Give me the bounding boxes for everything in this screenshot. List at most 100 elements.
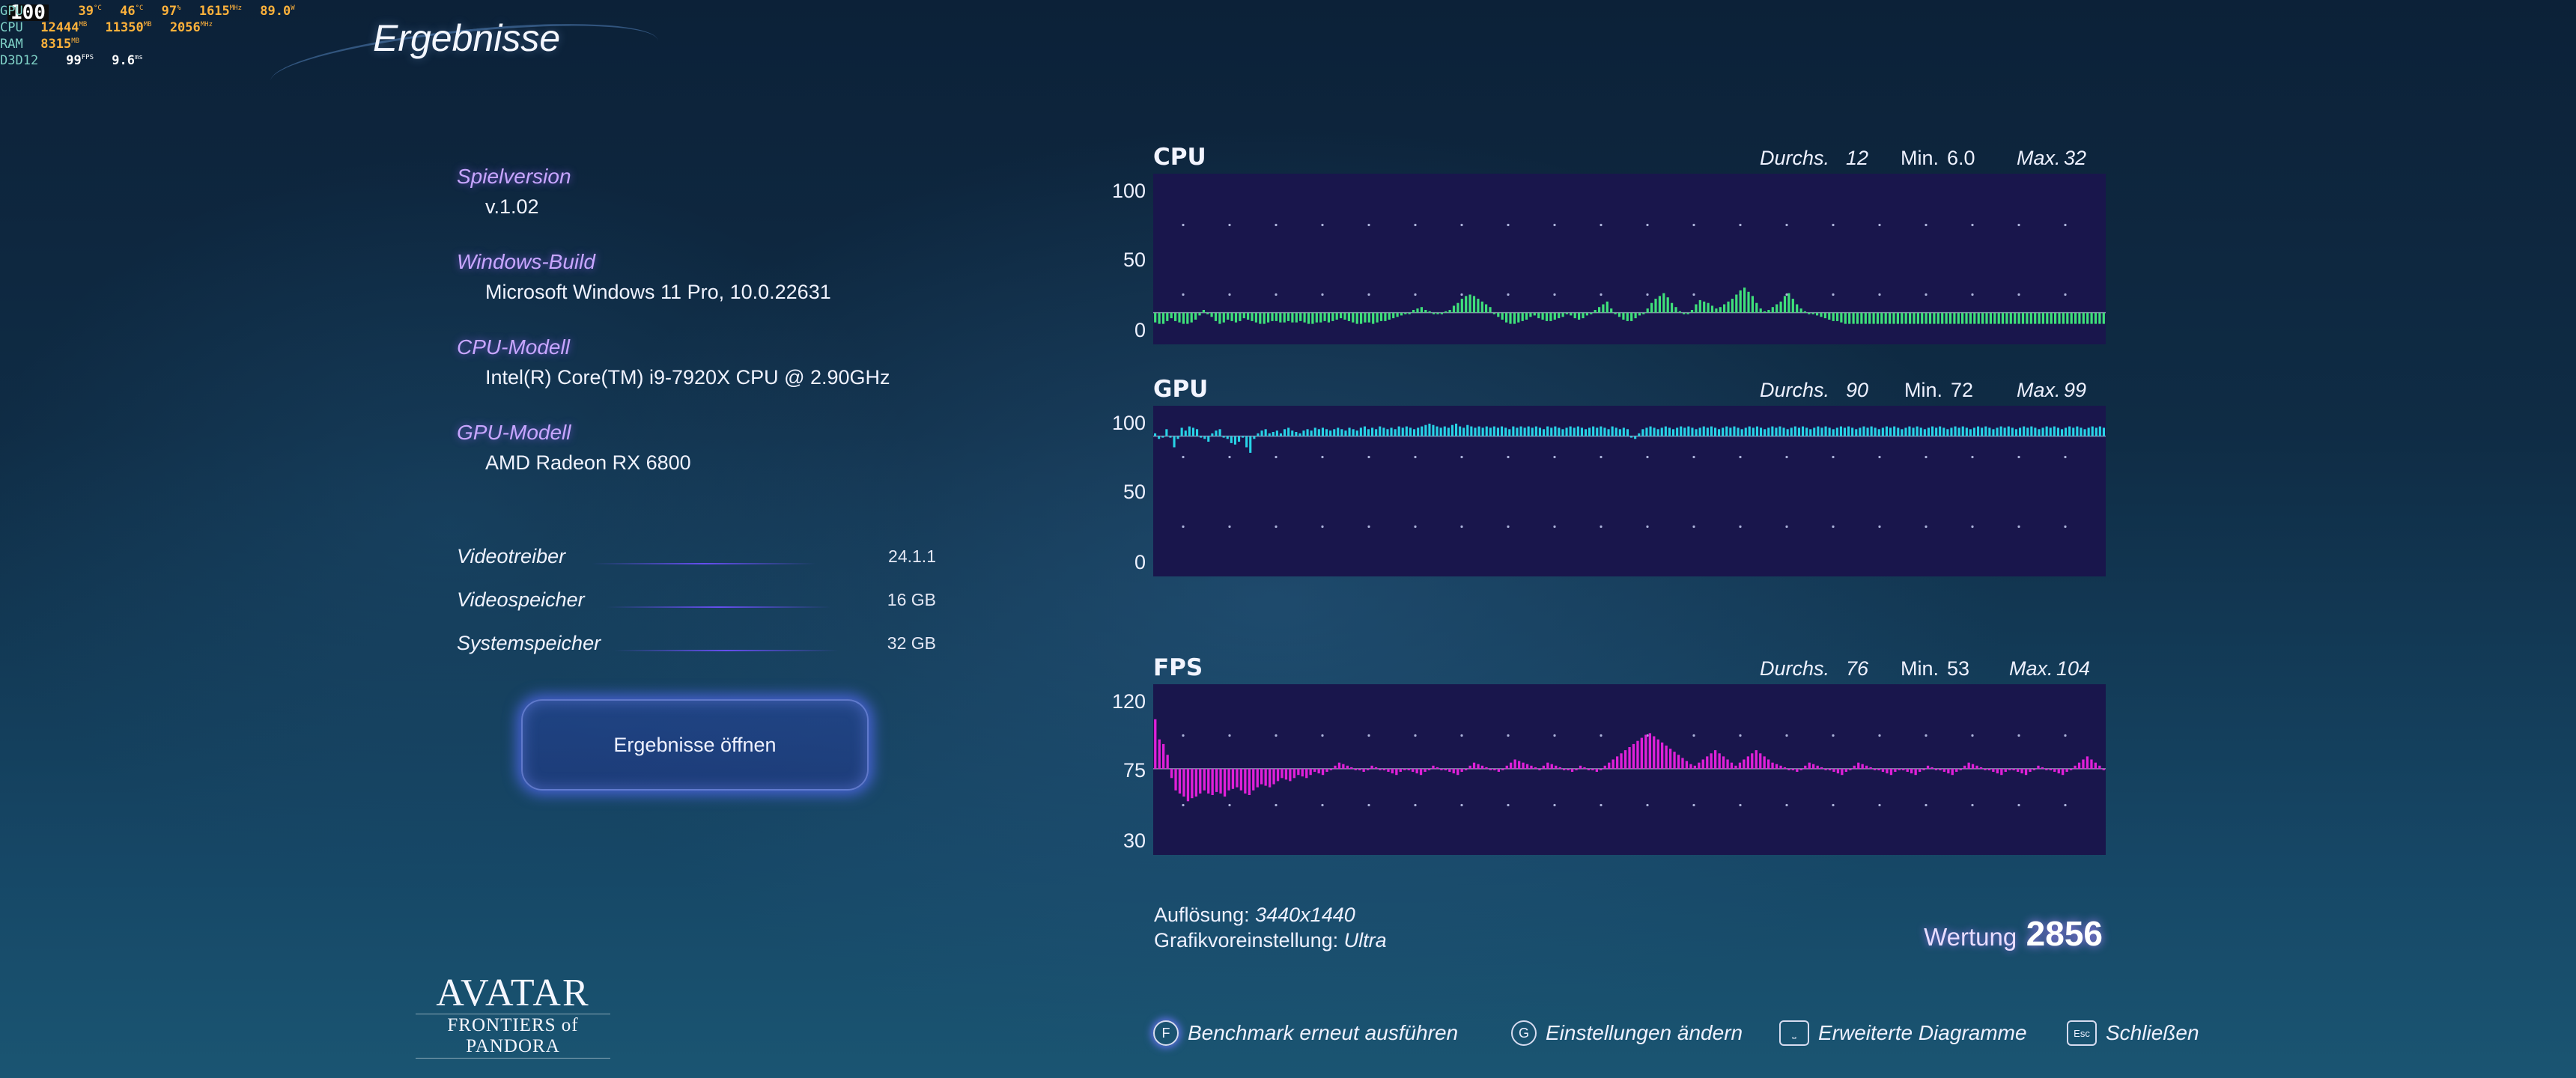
data-bar	[1928, 312, 1932, 324]
data-bar	[1323, 312, 1326, 321]
y-tick-label: 75	[1123, 759, 1146, 782]
data-bar	[1626, 429, 1629, 436]
data-bar	[1988, 427, 1991, 436]
data-bar	[1534, 426, 1537, 436]
data-bar	[1832, 312, 1835, 321]
change-settings-button[interactable]: G Einstellungen ändern	[1511, 1020, 1743, 1046]
data-bar	[1648, 733, 1651, 769]
data-bar	[1926, 765, 1930, 769]
chart-avg-value: 76	[1846, 657, 1869, 680]
data-bar	[1771, 762, 1774, 769]
data-bar	[2074, 312, 2077, 324]
data-bar	[2005, 312, 2008, 324]
data-bar	[1796, 304, 1799, 313]
data-bar	[1570, 768, 1574, 772]
data-bar	[1337, 427, 1340, 436]
y-tick-label: 100	[1111, 180, 1146, 202]
data-bar	[2045, 768, 2048, 770]
data-bar	[1889, 427, 1892, 436]
data-bar	[1908, 426, 1911, 436]
data-bar	[1661, 742, 1664, 769]
data-bar	[1693, 765, 1696, 769]
data-bar	[1644, 734, 1647, 769]
grid-dot	[1971, 525, 1974, 529]
data-bar	[1718, 429, 1721, 436]
data-bar	[1578, 312, 1581, 320]
data-bar	[1683, 427, 1686, 436]
grid-dot	[1321, 455, 1324, 459]
grid-dot	[1600, 223, 1603, 227]
data-bar	[1291, 312, 1294, 323]
data-bar	[1913, 312, 1916, 324]
data-bar	[1352, 429, 1355, 436]
grid-dot	[1739, 455, 1742, 459]
data-bar	[2083, 429, 2086, 436]
data-bar	[1399, 768, 1402, 772]
data-bar	[1681, 758, 1684, 769]
grid-dot	[1878, 525, 1881, 529]
data-bar	[2062, 768, 2065, 776]
data-bar	[1849, 768, 1852, 770]
data-bar	[1591, 768, 1594, 770]
data-bar	[1239, 768, 1242, 791]
data-bar	[1390, 427, 1393, 436]
data-bar	[1778, 426, 1781, 436]
grid-dot	[1367, 803, 1370, 807]
data-bar	[1409, 427, 1412, 436]
grid-dot	[2064, 293, 2067, 296]
rerun-benchmark-button[interactable]: F Benchmark erneut ausführen	[1153, 1020, 1458, 1046]
data-bar	[1901, 429, 1904, 436]
data-bar	[1740, 429, 1743, 436]
data-bar	[1382, 768, 1386, 770]
data-bar	[1508, 429, 1511, 436]
data-bar	[1158, 436, 1161, 439]
grid-dot	[1646, 525, 1649, 529]
data-bar	[1521, 312, 1524, 321]
data-bar	[2000, 768, 2003, 776]
data-bar	[1957, 312, 1960, 324]
grid-dot	[1925, 525, 1928, 529]
open-results-button[interactable]: Ergebnisse öffnen	[521, 699, 869, 791]
advanced-charts-button[interactable]: ⎵ Erweiterte Diagramme	[1779, 1020, 2027, 1046]
data-bar	[2098, 765, 2101, 769]
data-bar	[1824, 768, 1827, 770]
data-bar	[2034, 427, 2037, 436]
data-bar	[1961, 312, 1964, 324]
data-bar	[1674, 307, 1677, 313]
data-bar	[1645, 427, 1648, 436]
data-bar	[1440, 312, 1443, 314]
grid-dot	[1971, 803, 1974, 807]
grid-dot	[1739, 734, 1742, 737]
grid-dot	[1553, 455, 1556, 459]
chart-avg-label: Durchs.	[1760, 657, 1830, 680]
data-bar	[1853, 765, 1856, 769]
data-bar	[1436, 767, 1439, 769]
data-bar	[1303, 312, 1306, 323]
data-bar	[1598, 307, 1601, 313]
data-bar	[1816, 312, 1819, 316]
data-bar	[1173, 436, 1176, 448]
action-label: Erweiterte Diagramme	[1818, 1021, 2027, 1044]
grid-dot	[1275, 293, 1278, 296]
data-bar	[1783, 767, 1787, 769]
data-bar	[1450, 424, 1453, 436]
osd-row-ram: RAM 8315MB	[0, 36, 80, 52]
data-bar	[1640, 737, 1643, 769]
data-bar	[1542, 765, 1545, 769]
data-bar	[1868, 312, 1871, 324]
data-bar	[2026, 312, 2029, 324]
data-bar	[1561, 312, 1564, 317]
data-bar	[1306, 429, 1309, 436]
close-button[interactable]: Esc Schließen	[2067, 1020, 2199, 1046]
resolution-line: Auflösung: 3440x1440	[1154, 902, 1387, 928]
data-bar	[1841, 768, 1844, 776]
data-bar	[2045, 426, 2048, 436]
data-bar	[1973, 312, 1976, 324]
game-version-label: Spielversion	[457, 165, 571, 188]
data-bar	[1828, 768, 1832, 770]
grid-dot	[2064, 734, 2067, 737]
data-bar	[1412, 310, 1415, 313]
data-bar	[1394, 429, 1397, 436]
data-bar	[1889, 312, 1892, 324]
data-bar	[1327, 312, 1330, 323]
